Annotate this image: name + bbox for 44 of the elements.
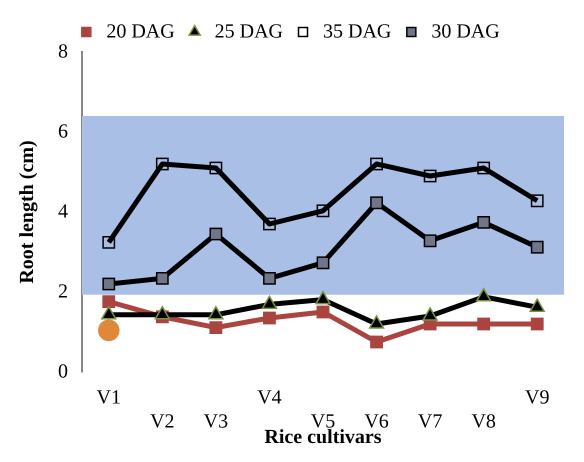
point bbox=[98, 320, 120, 342]
point bbox=[209, 228, 222, 240]
y-tick-label: 8 bbox=[58, 40, 68, 62]
point bbox=[316, 204, 330, 218]
point bbox=[530, 194, 544, 208]
point bbox=[263, 218, 276, 230]
point bbox=[477, 318, 490, 330]
legend-label: 25 DAG bbox=[214, 20, 284, 42]
point bbox=[477, 216, 490, 229]
point bbox=[102, 278, 116, 290]
x-tick-label: V8 bbox=[471, 410, 496, 432]
legend-label: 20 DAG bbox=[106, 20, 175, 42]
x-tick-label: V3 bbox=[204, 410, 228, 432]
y-tick-label: 0 bbox=[58, 360, 68, 382]
x-tick-label: V7 bbox=[418, 410, 442, 432]
point bbox=[102, 236, 116, 249]
x-tick-label: V9 bbox=[524, 386, 550, 408]
y-axis-title: Root length (cm) bbox=[16, 140, 38, 284]
legend-label: 30 DAG bbox=[431, 20, 500, 42]
x-tick-label: V2 bbox=[150, 410, 175, 432]
point bbox=[477, 162, 490, 174]
point bbox=[156, 158, 169, 170]
point bbox=[370, 196, 383, 210]
legend-label: 35 DAG bbox=[323, 20, 392, 42]
point bbox=[209, 321, 222, 334]
point bbox=[263, 272, 276, 285]
y-tick-label: 4 bbox=[58, 200, 68, 222]
point bbox=[316, 306, 330, 318]
x-tick-label: V4 bbox=[257, 386, 282, 408]
point bbox=[156, 272, 169, 285]
point bbox=[370, 336, 383, 348]
point bbox=[424, 170, 437, 182]
point bbox=[209, 162, 222, 174]
point bbox=[370, 158, 383, 170]
y-tick-label: 2 bbox=[58, 280, 68, 302]
point bbox=[530, 318, 544, 330]
x-tick-label: V1 bbox=[96, 386, 122, 408]
point bbox=[316, 256, 330, 270]
y-tick-label: 6 bbox=[58, 120, 68, 142]
x-tick-label: V6 bbox=[364, 410, 389, 432]
point bbox=[263, 312, 276, 324]
point bbox=[102, 295, 116, 308]
point bbox=[424, 234, 437, 248]
point bbox=[530, 240, 544, 254]
